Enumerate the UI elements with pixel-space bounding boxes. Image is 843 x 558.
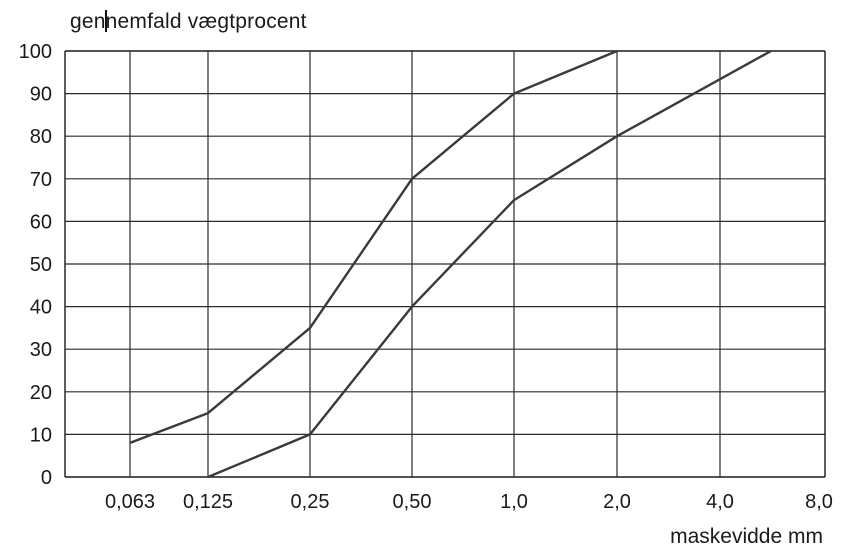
x-axis-label: maskevidde mm	[670, 525, 823, 548]
y-tick-label: 10	[30, 424, 52, 446]
y-tick-label: 90	[30, 84, 52, 106]
y-axis-label: gennemfald vægtprocent	[70, 10, 307, 34]
x-tick-label: 0,125	[183, 491, 233, 513]
y-axis-label-part-1: gen	[70, 10, 106, 33]
x-tick-label: 0,50	[393, 491, 432, 513]
series-line-lower	[207, 49, 772, 479]
x-tick-label: 8,0	[805, 491, 833, 513]
x-tick-label: 2,0	[603, 491, 631, 513]
y-axis-label-part-2: nemfald vægtprocent	[105, 10, 307, 33]
y-tick-label: 50	[30, 254, 52, 276]
y-tick-label: 100	[19, 41, 52, 63]
x-tick-label: 0,063	[105, 491, 155, 513]
y-tick-label: 80	[30, 126, 52, 148]
y-tick-label: 40	[30, 297, 52, 319]
x-tick-label: 4,0	[706, 491, 734, 513]
y-tick-label: 20	[30, 382, 52, 404]
y-tick-label: 70	[30, 169, 52, 191]
y-tick-label: 60	[30, 211, 52, 233]
series-line-upper	[129, 49, 618, 445]
y-tick-label: 0	[41, 467, 52, 489]
y-tick-label: 30	[30, 339, 52, 361]
x-tick-label: 1,0	[500, 491, 528, 513]
text-cursor	[104, 10, 107, 32]
x-tick-label: 0,25	[291, 491, 330, 513]
